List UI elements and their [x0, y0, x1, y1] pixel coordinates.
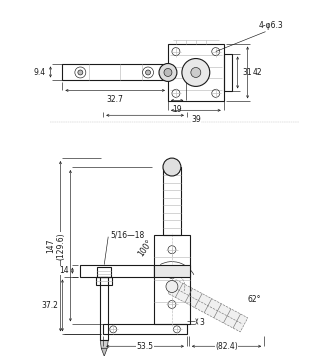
Text: 3: 3: [200, 318, 205, 327]
Circle shape: [191, 67, 201, 77]
Text: 4-φ6.3: 4-φ6.3: [259, 21, 283, 30]
Circle shape: [164, 69, 172, 76]
Text: 14: 14: [59, 266, 68, 275]
Bar: [168, 44, 224, 101]
Bar: [100, 277, 108, 340]
Bar: [62, 64, 168, 80]
Bar: [154, 235, 190, 325]
Text: (82.4): (82.4): [215, 342, 238, 351]
Bar: [97, 267, 111, 277]
Text: 37.2: 37.2: [42, 301, 59, 310]
Circle shape: [78, 70, 83, 75]
Bar: [154, 265, 190, 277]
Text: 62°: 62°: [247, 295, 261, 304]
Circle shape: [159, 64, 177, 81]
Text: 5/16—18: 5/16—18: [110, 230, 145, 239]
Bar: [80, 265, 154, 277]
Text: 42: 42: [253, 68, 262, 77]
Circle shape: [182, 59, 210, 86]
Text: (129.6): (129.6): [56, 232, 66, 260]
Text: 147: 147: [46, 239, 55, 253]
Bar: [96, 277, 112, 285]
Text: 9.4: 9.4: [33, 68, 45, 77]
Text: 100°: 100°: [136, 238, 154, 258]
Polygon shape: [100, 340, 108, 348]
Circle shape: [166, 281, 178, 292]
Bar: [163, 167, 181, 235]
Polygon shape: [101, 348, 107, 356]
Bar: [103, 325, 187, 334]
Text: 53.5: 53.5: [137, 342, 153, 351]
Circle shape: [163, 158, 181, 176]
Polygon shape: [168, 280, 248, 332]
Bar: [224, 54, 232, 91]
Text: 19: 19: [172, 105, 182, 114]
Text: 39: 39: [191, 115, 201, 124]
Text: 32.7: 32.7: [107, 95, 123, 104]
Text: 31: 31: [243, 68, 252, 77]
Circle shape: [146, 70, 151, 75]
